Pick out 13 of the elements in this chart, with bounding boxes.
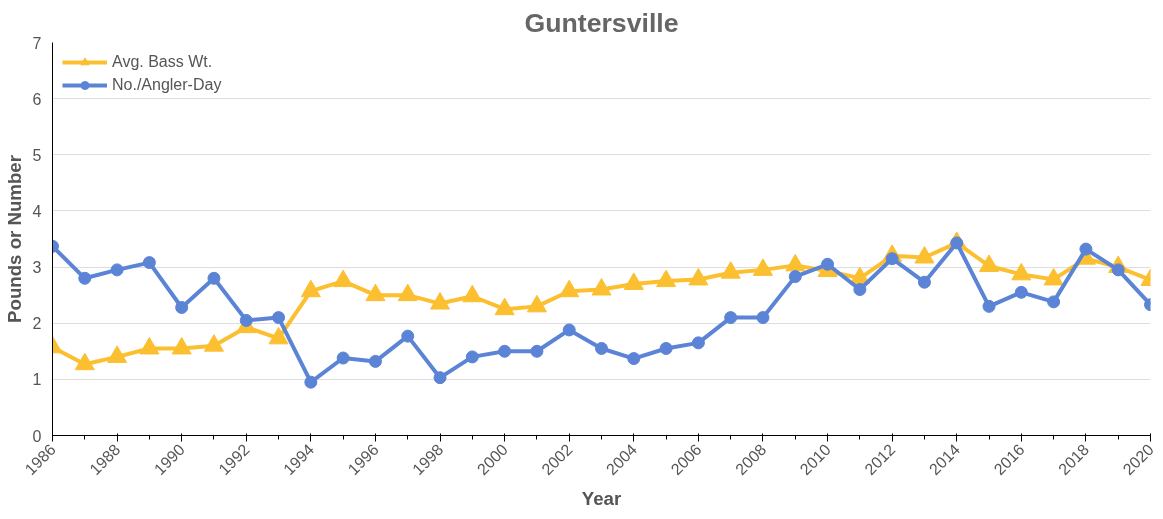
y-tick-label: 2 [32, 315, 42, 333]
y-tick-label: 5 [32, 146, 42, 164]
chart-title: Guntersville [524, 7, 679, 38]
y-tick-label: 4 [32, 202, 42, 220]
y-tick-label: 6 [32, 90, 42, 108]
y-tick-label: 3 [32, 259, 42, 277]
x-axis-title: Year [581, 488, 622, 510]
y-tick-label: 7 [32, 34, 42, 52]
y-tick-label: 0 [32, 427, 42, 445]
legend-label: No./Angler-Day [112, 76, 222, 94]
y-tick-label: 1 [32, 371, 42, 389]
y-axis-title: Pounds or Number [3, 155, 25, 323]
legend-label: Avg. Bass Wt. [112, 53, 213, 71]
